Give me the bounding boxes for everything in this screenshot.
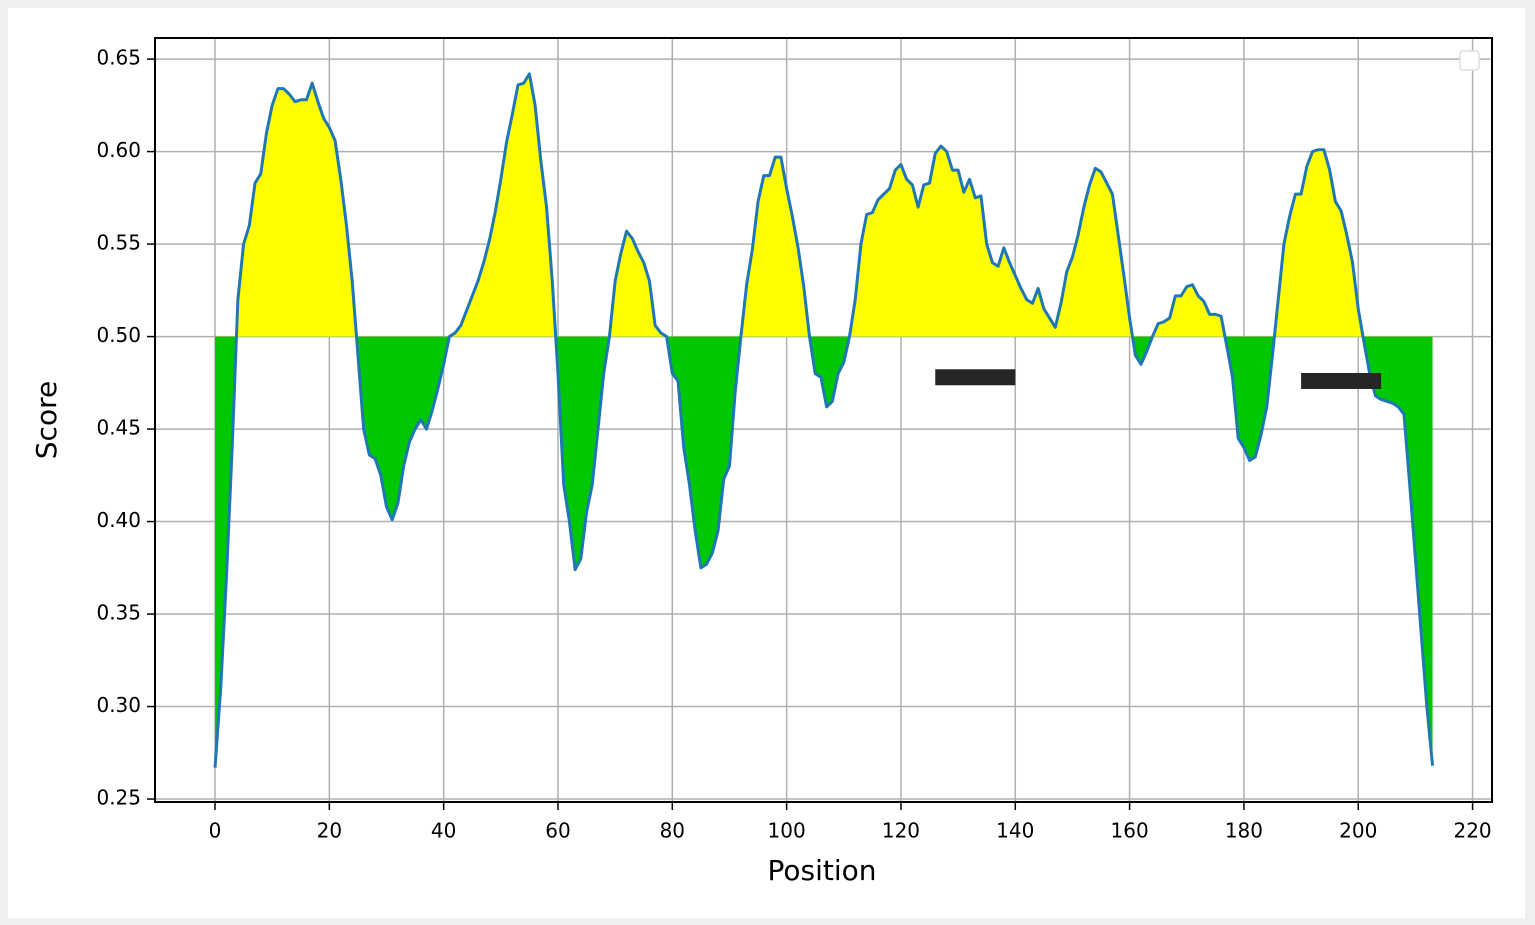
y-tick-label: 0.25 — [96, 786, 141, 810]
x-tick-label: 180 — [1225, 819, 1263, 843]
x-tick-label: 20 — [317, 819, 342, 843]
x-tick-label: 120 — [882, 819, 920, 843]
x-tick-label: 40 — [431, 819, 456, 843]
plot-frame — [154, 37, 1493, 803]
figure-background — [8, 8, 1525, 918]
x-tick-label: 60 — [545, 819, 570, 843]
y-tick-label: 0.40 — [96, 508, 141, 532]
x-tick-label: 0 — [209, 819, 222, 843]
x-axis-label: Position — [767, 854, 876, 887]
marker-bar — [1301, 372, 1382, 389]
score-line — [213, 72, 1435, 768]
y-tick-label: 0.65 — [96, 46, 141, 70]
legend-box — [1459, 50, 1480, 71]
marker-bar — [935, 369, 1016, 386]
x-tick-label: 220 — [1453, 819, 1491, 843]
x-tick-label: 100 — [768, 819, 806, 843]
y-tick-label: 0.30 — [96, 693, 141, 717]
x-tick-label: 140 — [996, 819, 1034, 843]
y-tick-label: 0.45 — [96, 416, 141, 440]
y-axis-label: Score — [30, 381, 63, 459]
x-tick-label: 200 — [1339, 819, 1377, 843]
x-tick-label: 160 — [1111, 819, 1149, 843]
y-tick-label: 0.50 — [96, 323, 141, 347]
x-tick-label: 80 — [660, 819, 685, 843]
fill-above — [215, 73, 1433, 337]
y-tick-label: 0.55 — [96, 231, 141, 255]
y-tick-label: 0.35 — [96, 601, 141, 625]
y-tick-label: 0.60 — [96, 138, 141, 162]
